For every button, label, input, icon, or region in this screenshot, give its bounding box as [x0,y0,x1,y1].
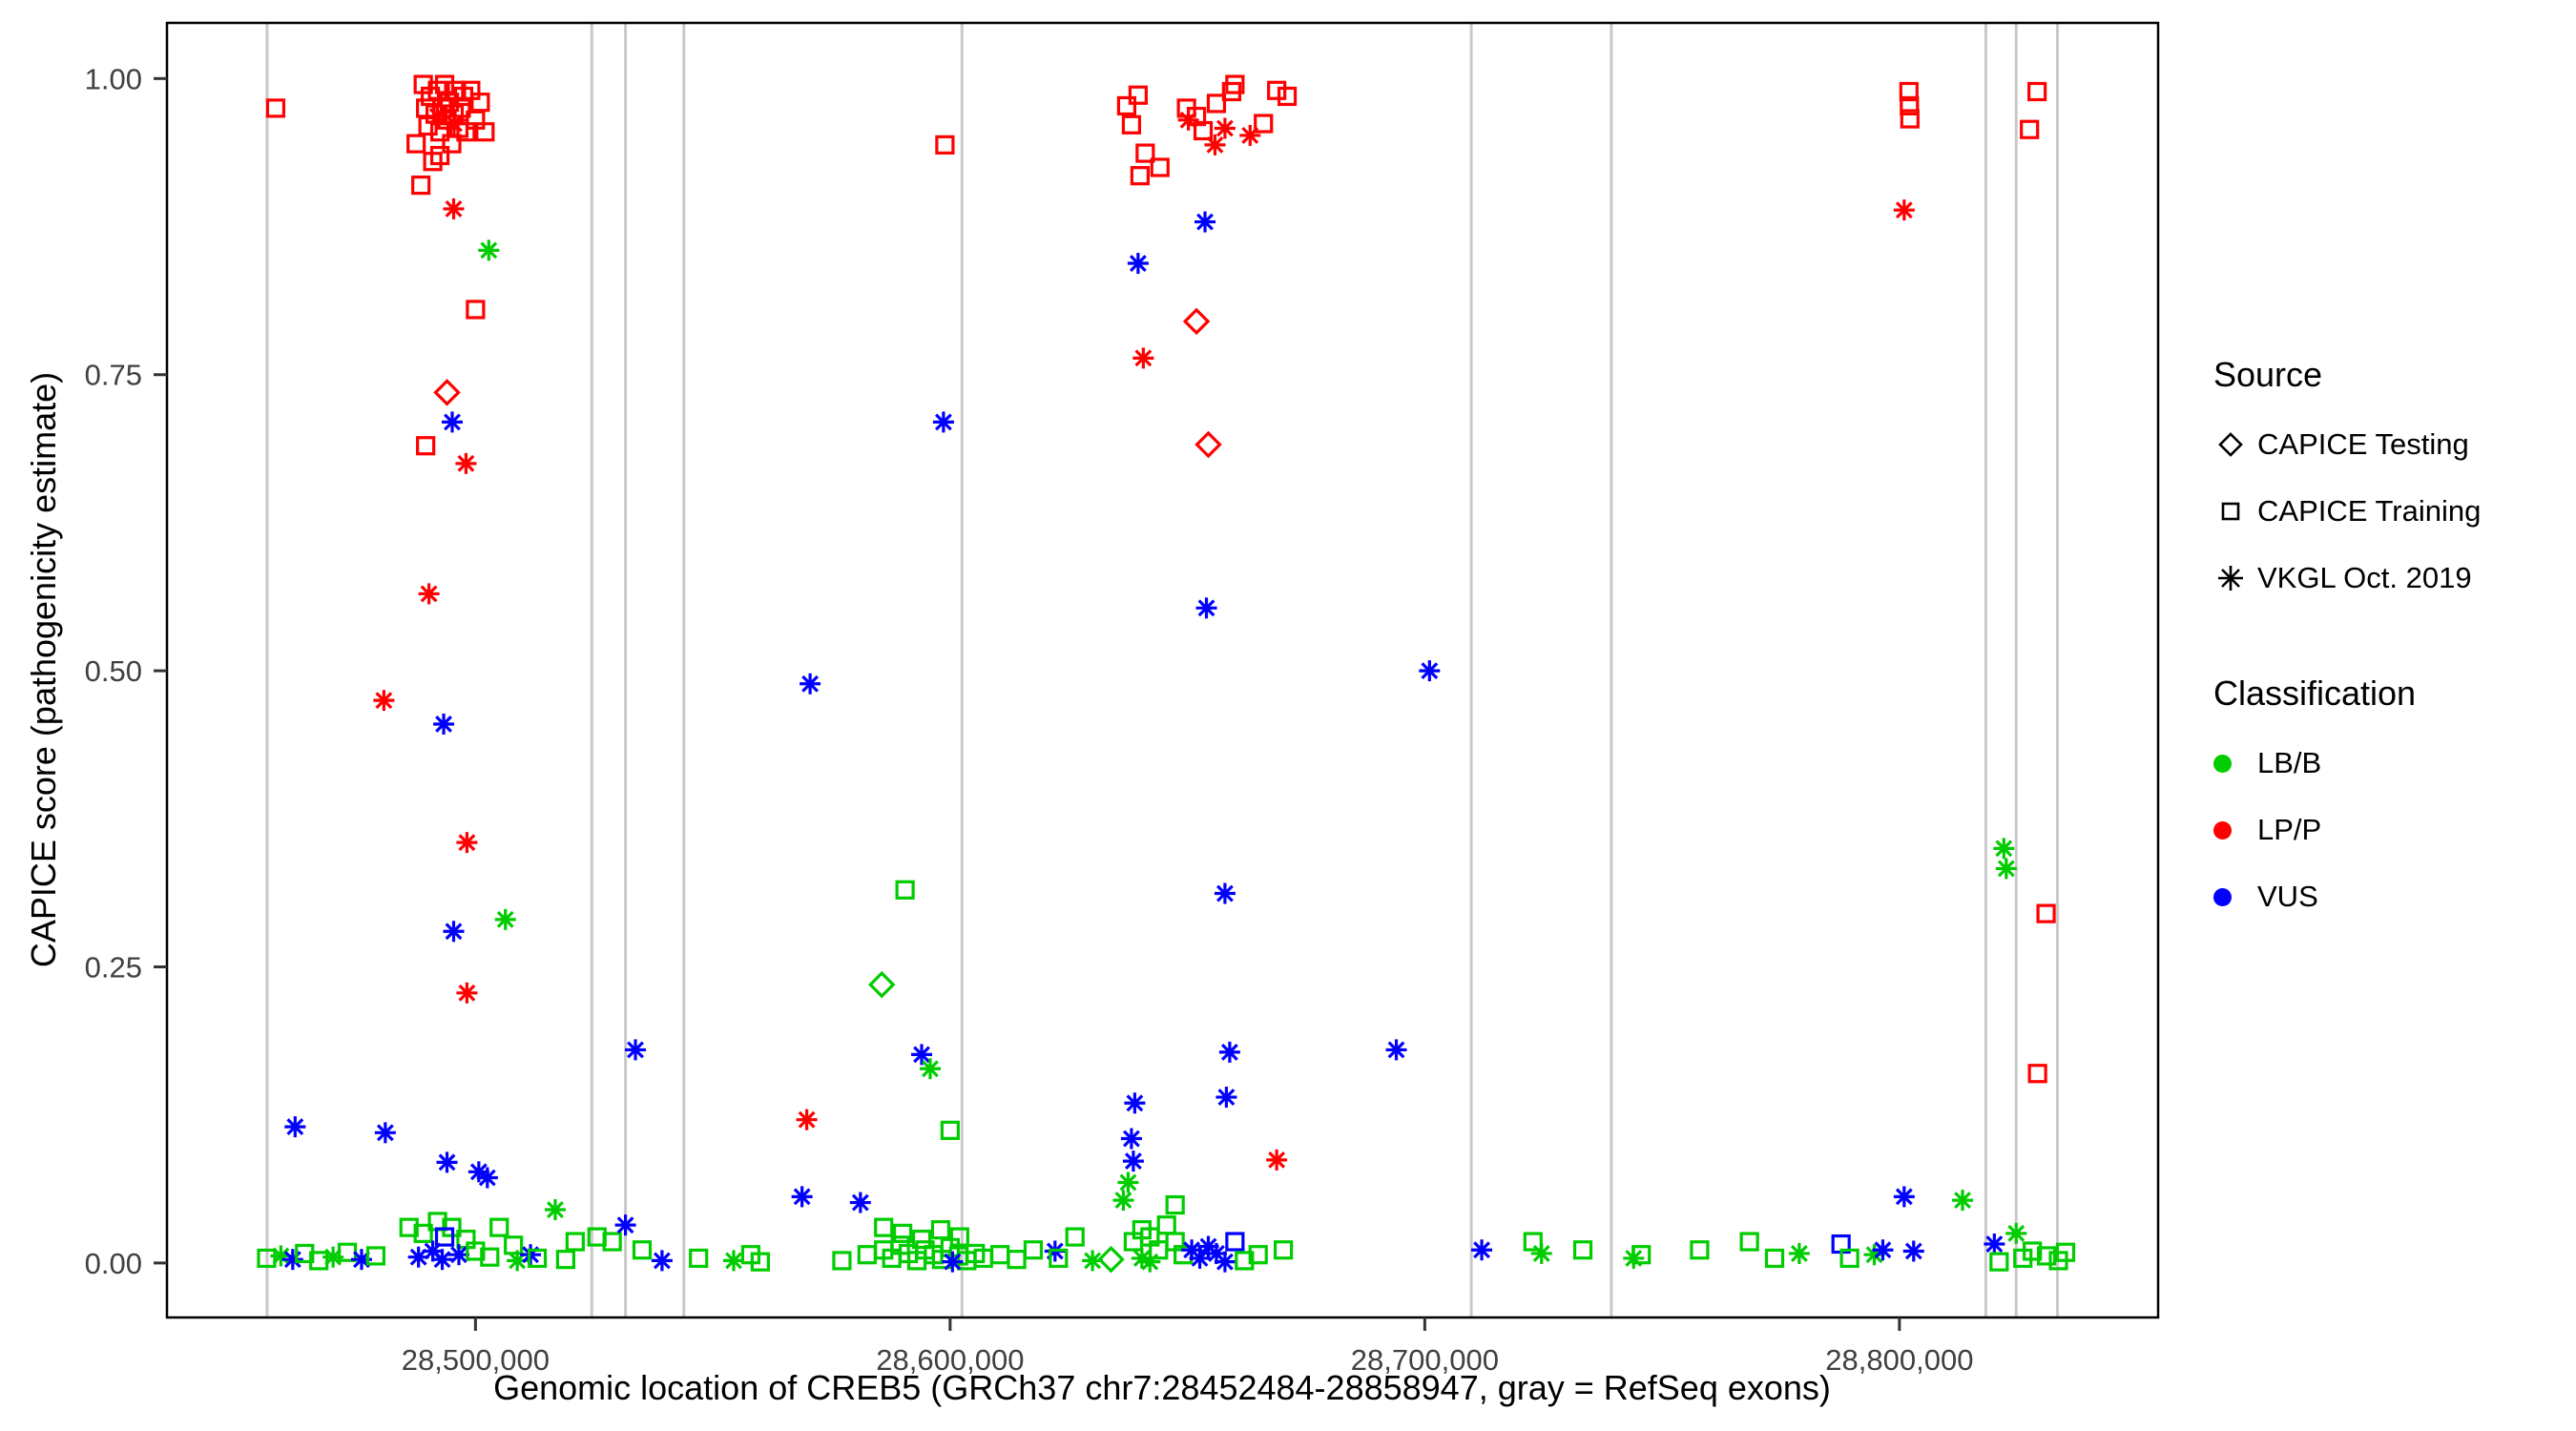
blue-dot-icon [2213,887,2257,906]
asterisk-icon [2213,561,2257,595]
svg-text:0.25: 0.25 [85,951,142,985]
legend-item-label: CAPICE Training [2257,494,2482,528]
legend-item-lpp: LP/P [2213,805,2566,855]
x-axis-label: Genomic location of CREB5 (GRCh37 chr7:2… [493,1368,1831,1407]
legend-classification-title: Classification [2213,674,2417,713]
legend: Source CAPICE Testing CAPICE Training VK… [2213,355,2566,939]
legend-item-vkgl: VKGL Oct. 2019 [2213,553,2566,603]
legend-item-lbb: LB/B [2213,738,2566,788]
svg-text:0.75: 0.75 [85,359,142,392]
svg-text:0.50: 0.50 [85,654,142,688]
legend-item-capice-training: CAPICE Training [2213,487,2566,536]
svg-text:1.00: 1.00 [85,62,142,95]
legend-source-title: Source [2213,355,2323,394]
green-dot-icon [2213,754,2257,773]
legend-item-label: LP/P [2257,813,2322,846]
red-dot-icon [2213,820,2257,840]
svg-text:28,600,000: 28,600,000 [876,1343,1024,1377]
legend-item-label: LB/B [2257,746,2322,779]
svg-text:0.00: 0.00 [85,1247,142,1280]
svg-text:28,800,000: 28,800,000 [1825,1343,1973,1377]
legend-item-label: CAPICE Testing [2257,427,2469,461]
svg-text:28,500,000: 28,500,000 [402,1343,550,1377]
legend-item-label: VUS [2257,880,2318,913]
svg-text:28,700,000: 28,700,000 [1351,1343,1499,1377]
square-icon [2213,494,2257,529]
legend-item-label: VKGL Oct. 2019 [2257,561,2472,594]
diamond-icon [2213,427,2257,462]
legend-item-capice-testing: CAPICE Testing [2213,420,2566,469]
legend-classification-group: Classification LB/B LP/P VUS [2213,674,2566,922]
legend-source-group: Source CAPICE Testing CAPICE Training VK… [2213,355,2566,603]
legend-item-vus: VUS [2213,872,2566,922]
y-axis-label: CAPICE score (pathogenicity estimate) [24,371,63,968]
